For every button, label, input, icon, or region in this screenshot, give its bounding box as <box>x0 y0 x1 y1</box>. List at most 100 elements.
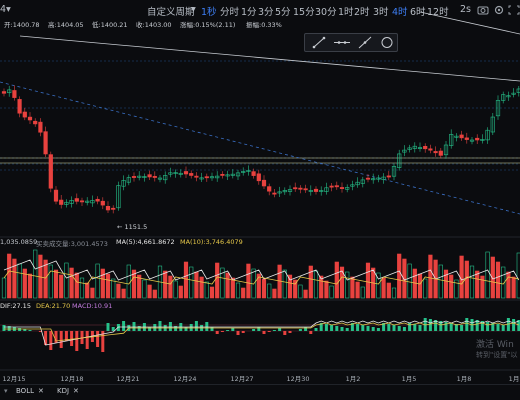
camera-icon[interactable] <box>475 3 491 17</box>
candle-body <box>287 189 293 192</box>
candle-body <box>131 176 137 178</box>
macd-bar <box>18 328 22 331</box>
volume-bar <box>100 268 105 299</box>
volume-bar <box>116 283 121 299</box>
volume-bar <box>501 266 506 299</box>
volume-bar <box>464 260 469 299</box>
close-value: 收:1403.00 <box>136 21 172 29</box>
macd-dea: DEA:21.70 <box>36 302 71 310</box>
volume-bar <box>298 284 303 299</box>
macd-bar <box>340 327 344 331</box>
volume-bar <box>511 276 516 299</box>
macd-histogram <box>2 318 520 352</box>
trend-line-upper <box>19 35 520 82</box>
candle-body <box>157 177 163 180</box>
macd-bar <box>49 331 53 350</box>
collapse-icon[interactable]: ▾ <box>4 387 8 395</box>
volume-bar <box>402 258 407 299</box>
segment-tool-icon[interactable] <box>309 35 329 50</box>
custom-period-dropdown[interactable]: 自定义周期 <box>147 7 195 18</box>
tab-boll-close-icon[interactable]: ✕ <box>38 387 44 395</box>
candle-body <box>355 181 360 186</box>
x-tick: 12月27 <box>230 375 254 383</box>
volume-bar <box>319 275 324 299</box>
low-price-marker: ← 1151.5 <box>117 223 148 231</box>
macd-bar <box>366 326 370 331</box>
candles <box>1 85 520 214</box>
candle-body <box>506 95 511 98</box>
candle-body <box>85 200 90 203</box>
volume-bar <box>189 266 194 299</box>
candle-body <box>313 188 319 192</box>
volume-bar <box>194 271 199 299</box>
volume-bar <box>147 284 152 299</box>
candle-body <box>126 177 131 183</box>
tab-boll[interactable]: BOLL <box>16 387 34 395</box>
volume-ma5: MA(5):4,661.8672 <box>116 238 175 246</box>
volume-bar <box>449 274 454 299</box>
period-2s[interactable]: 2s <box>460 4 471 15</box>
candle-body <box>464 137 469 140</box>
candle-body <box>428 148 433 151</box>
period-5m[interactable]: 5分 <box>275 7 291 18</box>
settings-icon[interactable] <box>491 3 507 17</box>
volume-bar <box>345 271 350 299</box>
macd-bar <box>460 325 464 331</box>
period-15m[interactable]: 15分 <box>293 7 315 18</box>
period-1s[interactable]: 1秒 <box>201 7 217 18</box>
macd-bar <box>324 324 328 331</box>
candle-body <box>303 188 308 191</box>
period-4h[interactable]: 4时 <box>392 7 408 18</box>
volume-ma10: MA(10):3,746.4079 <box>180 238 243 246</box>
candle-body <box>433 151 438 154</box>
volume-bar <box>74 272 79 299</box>
circle-tool-icon[interactable] <box>377 35 397 50</box>
low-value: 低:1400.21 <box>92 21 128 29</box>
candle-body <box>64 201 69 205</box>
period-2h[interactable]: 2时 <box>354 7 370 18</box>
line-tool-icon[interactable] <box>355 35 375 50</box>
macd-bar <box>236 331 240 335</box>
macd-bar <box>75 331 79 351</box>
period-prefix: 4 <box>0 4 7 15</box>
candle-body <box>350 184 355 187</box>
tab-kdj-close-icon[interactable]: ✕ <box>73 387 79 395</box>
period-12h[interactable]: 12时 <box>427 7 449 18</box>
period-timeshare[interactable]: 分时 <box>220 7 240 18</box>
macd-bar <box>449 323 453 331</box>
x-tick: 12月18 <box>60 375 84 383</box>
dropdown-arrow-icon[interactable]: ▾ <box>6 4 11 15</box>
high-value: 高:1404.05 <box>48 21 84 29</box>
candle-body <box>38 121 43 133</box>
period-3m[interactable]: 3分 <box>258 7 274 18</box>
macd-bar <box>101 331 105 352</box>
volume-bar <box>204 281 209 299</box>
volume-bar <box>391 287 397 299</box>
tab-kdj[interactable]: KDJ <box>57 387 70 395</box>
custom-period-arrow-icon[interactable]: ▾ <box>191 4 196 15</box>
period-6h[interactable]: 6时 <box>410 7 426 18</box>
period-30m[interactable]: 30分 <box>315 7 337 18</box>
candle-body <box>90 200 95 204</box>
macd-bar <box>70 331 74 346</box>
volume-bar <box>355 281 360 299</box>
fullscreen-icon[interactable] <box>506 3 520 17</box>
macd-bar <box>278 328 282 331</box>
volume-ma10-line <box>3 270 519 285</box>
volume-bar <box>137 274 142 299</box>
trend-line-top <box>419 11 520 35</box>
volume-bar <box>220 267 225 299</box>
candle-body <box>1 91 7 94</box>
kline-chart[interactable] <box>0 0 520 372</box>
macd-bar <box>501 325 505 331</box>
candle-body <box>417 147 423 150</box>
volume-bar <box>376 272 381 299</box>
period-1m[interactable]: 1分 <box>241 7 257 18</box>
macd-bar <box>517 320 520 331</box>
volume-bar <box>454 279 459 299</box>
ray-tool-icon[interactable] <box>332 35 352 50</box>
period-3h[interactable]: 3时 <box>373 7 389 18</box>
period-1h[interactable]: 1时 <box>338 7 354 18</box>
macd-bar <box>283 331 287 335</box>
candle-body <box>225 174 230 177</box>
